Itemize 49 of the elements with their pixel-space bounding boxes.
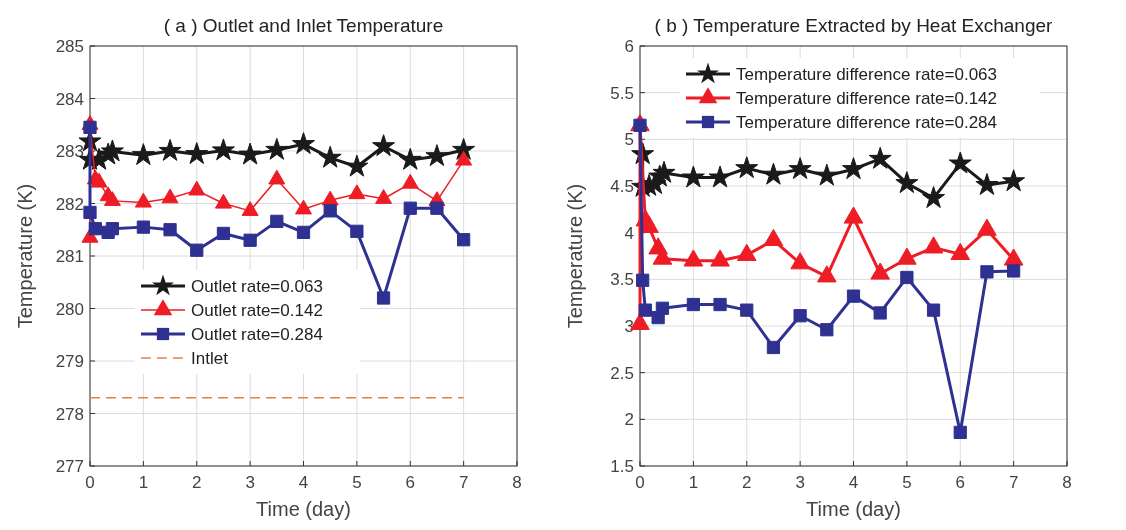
legend-label: Outlet rate=0.063 xyxy=(191,277,323,296)
y-tick-label: 280 xyxy=(55,299,84,319)
y-tick-label: 5 xyxy=(624,130,634,150)
legend-label: Intlet xyxy=(191,349,229,368)
x-tick-label: 4 xyxy=(848,473,859,492)
x-tick-label: 1 xyxy=(138,473,149,492)
legend-label: Outlet rate=0.284 xyxy=(191,325,323,344)
x-tick-label: 5 xyxy=(902,473,912,492)
x-tick-label: 4 xyxy=(298,473,309,492)
x-tick-label: 0 xyxy=(85,473,95,492)
x-tick-label: 7 xyxy=(1008,473,1019,492)
x-tick-label: 6 xyxy=(955,473,965,492)
chart-title: ( a ) Outlet and Inlet Temperature xyxy=(163,15,444,36)
y-axis-title: Temperature (K) xyxy=(14,183,36,329)
y-tick-label: 3.5 xyxy=(610,270,634,290)
chart-title: ( b ) Temperature Extracted by Heat Exchanger xyxy=(654,15,1054,36)
legend-label: Temperature difference rate=0.142 xyxy=(736,89,997,108)
y-tick-label: 6 xyxy=(624,37,634,56)
y-tick-label: 277 xyxy=(55,457,84,476)
legend-label: Outlet rate=0.142 xyxy=(191,301,323,320)
y-axis-title: Temperature (K) xyxy=(564,183,586,329)
y-tick-label: 285 xyxy=(55,37,84,56)
y-tick-label: 4.5 xyxy=(610,177,634,196)
y-tick-label: 5.5 xyxy=(610,83,634,103)
y-tick-label: 284 xyxy=(55,89,84,109)
y-tick-label: 2 xyxy=(624,410,634,430)
y-tick-label: 279 xyxy=(55,352,84,371)
y-tick-label: 278 xyxy=(55,404,84,424)
x-tick-label: 3 xyxy=(795,473,805,492)
x-tick-label: 2 xyxy=(742,473,752,492)
x-tick-label: 8 xyxy=(1062,473,1072,492)
y-tick-label: 1.5 xyxy=(610,457,634,476)
x-tick-label: 8 xyxy=(512,473,522,492)
x-tick-label: 1 xyxy=(688,473,699,492)
y-tick-label: 282 xyxy=(55,194,84,214)
x-tick-label: 7 xyxy=(458,473,469,492)
x-axis-title: Time (day) xyxy=(806,498,901,520)
x-tick-label: 3 xyxy=(245,473,255,492)
x-tick-label: 5 xyxy=(352,473,362,492)
y-tick-label: 2.5 xyxy=(610,363,634,383)
x-axis-title: Time (day) xyxy=(256,498,351,520)
x-tick-label: 0 xyxy=(635,473,645,492)
legend-label: Temperature difference rate=0.063 xyxy=(736,65,997,84)
legend-label: Temperature difference rate=0.284 xyxy=(736,113,997,132)
y-tick-label: 283 xyxy=(55,142,84,161)
x-tick-label: 2 xyxy=(192,473,202,492)
x-tick-label: 6 xyxy=(405,473,415,492)
y-tick-label: 281 xyxy=(55,247,84,266)
y-tick-label: 4 xyxy=(624,223,634,243)
